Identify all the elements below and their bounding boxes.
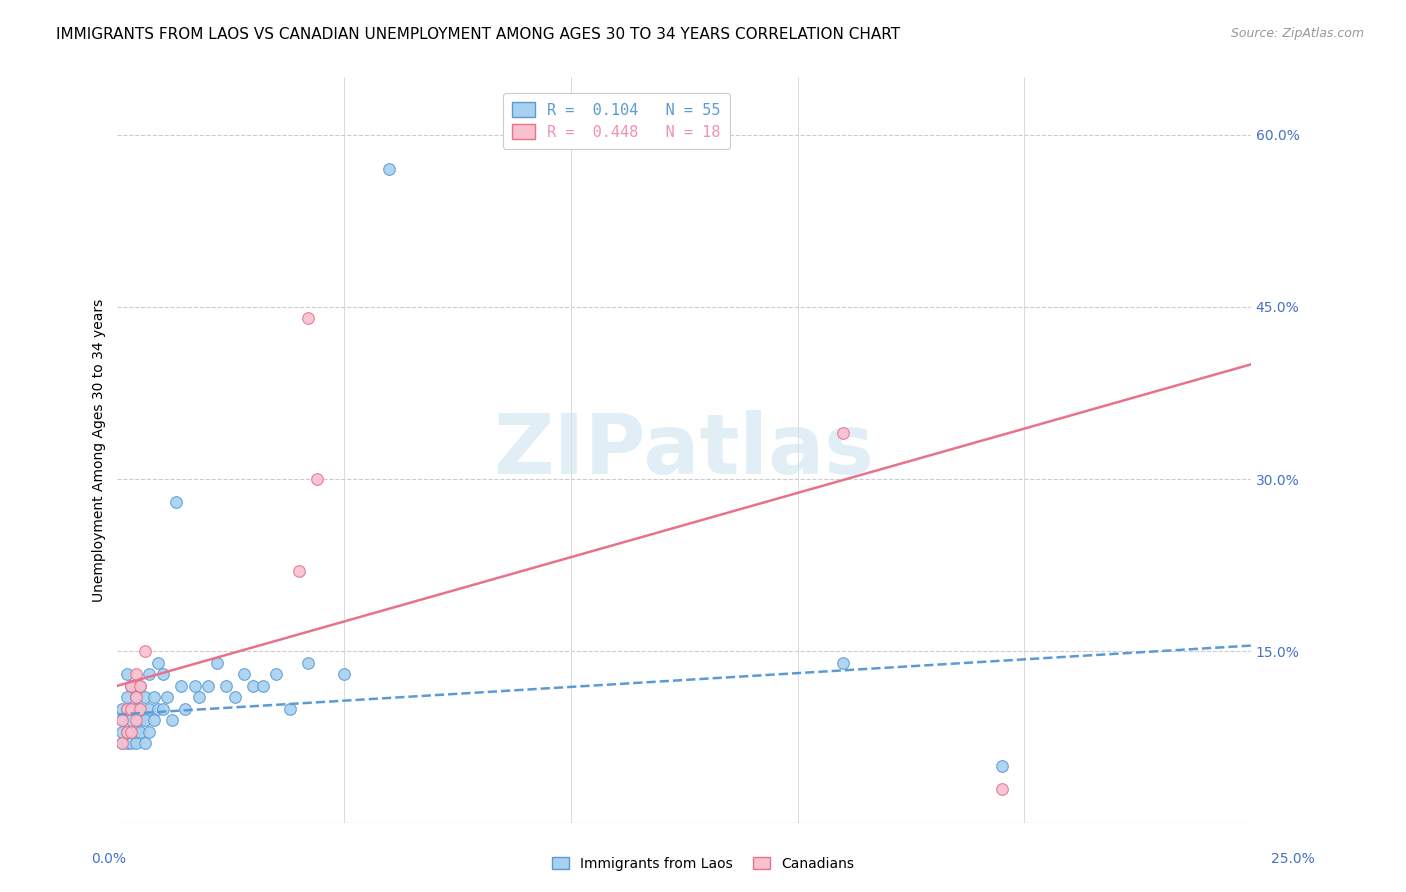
Point bbox=[124, 713, 146, 727]
Point bbox=[120, 679, 142, 693]
Point bbox=[129, 713, 152, 727]
Point bbox=[183, 679, 205, 693]
Point bbox=[120, 724, 142, 739]
Point bbox=[111, 713, 134, 727]
Point bbox=[120, 702, 142, 716]
Point bbox=[111, 702, 134, 716]
Point bbox=[288, 564, 311, 578]
Point bbox=[120, 679, 142, 693]
Point bbox=[134, 736, 156, 750]
Point bbox=[156, 690, 179, 705]
Point bbox=[115, 724, 138, 739]
Point bbox=[297, 311, 319, 326]
Point bbox=[124, 667, 146, 681]
Point bbox=[148, 656, 170, 670]
Point bbox=[115, 702, 138, 716]
Point bbox=[111, 736, 134, 750]
Point bbox=[124, 736, 146, 750]
Point bbox=[224, 690, 246, 705]
Point bbox=[120, 736, 142, 750]
Point bbox=[129, 702, 152, 716]
Point bbox=[305, 472, 328, 486]
Point bbox=[111, 724, 134, 739]
Text: ZIPatlas: ZIPatlas bbox=[494, 410, 875, 491]
Point bbox=[152, 667, 174, 681]
Legend: Immigrants from Laos, Canadians: Immigrants from Laos, Canadians bbox=[547, 851, 859, 876]
Point bbox=[264, 667, 287, 681]
Point bbox=[205, 656, 228, 670]
Point bbox=[297, 656, 319, 670]
Point bbox=[233, 667, 256, 681]
Point bbox=[174, 702, 197, 716]
Point bbox=[129, 679, 152, 693]
Point bbox=[170, 679, 193, 693]
Point bbox=[242, 679, 264, 693]
Point bbox=[120, 702, 142, 716]
Point bbox=[188, 690, 211, 705]
Point bbox=[120, 724, 142, 739]
Point bbox=[160, 713, 183, 727]
Point bbox=[124, 690, 146, 705]
Point bbox=[142, 690, 165, 705]
Point bbox=[138, 724, 160, 739]
Point bbox=[115, 736, 138, 750]
Point bbox=[129, 724, 152, 739]
Text: 0.0%: 0.0% bbox=[91, 852, 127, 866]
Point bbox=[115, 667, 138, 681]
Point bbox=[138, 667, 160, 681]
Point bbox=[134, 644, 156, 658]
Point bbox=[124, 690, 146, 705]
Point bbox=[111, 713, 134, 727]
Point bbox=[124, 724, 146, 739]
Point bbox=[134, 690, 156, 705]
Point bbox=[215, 679, 238, 693]
Point bbox=[142, 713, 165, 727]
Point bbox=[115, 690, 138, 705]
Point bbox=[129, 702, 152, 716]
Point bbox=[278, 702, 301, 716]
Point bbox=[333, 667, 356, 681]
Text: 25.0%: 25.0% bbox=[1271, 852, 1315, 866]
Point bbox=[252, 679, 274, 693]
Point bbox=[124, 702, 146, 716]
Text: IMMIGRANTS FROM LAOS VS CANADIAN UNEMPLOYMENT AMONG AGES 30 TO 34 YEARS CORRELAT: IMMIGRANTS FROM LAOS VS CANADIAN UNEMPLO… bbox=[56, 27, 900, 42]
Y-axis label: Unemployment Among Ages 30 to 34 years: Unemployment Among Ages 30 to 34 years bbox=[93, 299, 107, 602]
Point bbox=[378, 162, 401, 177]
Legend: R =  0.104   N = 55, R =  0.448   N = 18: R = 0.104 N = 55, R = 0.448 N = 18 bbox=[503, 93, 730, 149]
Point bbox=[197, 679, 219, 693]
Point bbox=[831, 426, 853, 441]
Point bbox=[138, 702, 160, 716]
Point bbox=[115, 724, 138, 739]
Point bbox=[148, 702, 170, 716]
Point bbox=[165, 495, 187, 509]
Point bbox=[115, 702, 138, 716]
Point bbox=[111, 736, 134, 750]
Point bbox=[831, 656, 853, 670]
Point bbox=[152, 702, 174, 716]
Point bbox=[134, 713, 156, 727]
Point bbox=[990, 759, 1012, 773]
Text: Source: ZipAtlas.com: Source: ZipAtlas.com bbox=[1230, 27, 1364, 40]
Point bbox=[120, 713, 142, 727]
Point bbox=[990, 782, 1012, 797]
Point bbox=[129, 679, 152, 693]
